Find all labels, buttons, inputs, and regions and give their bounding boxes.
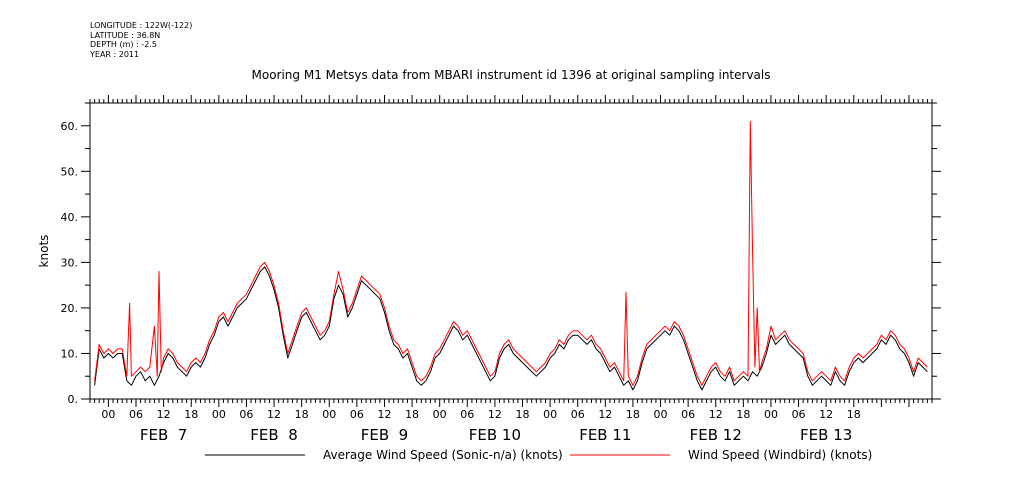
- date-label: FEB 7: [140, 426, 187, 444]
- y-tick-label: 30.: [61, 256, 79, 269]
- x-tick-label: 12: [598, 408, 612, 421]
- y-tick-label: 10.: [61, 347, 79, 360]
- y-tick-label: 50.: [61, 165, 79, 178]
- x-tick-label: 00: [101, 408, 115, 421]
- x-tick-label: 00: [212, 408, 226, 421]
- x-tick-label: 12: [377, 408, 391, 421]
- date-label: FEB 13: [800, 426, 852, 444]
- x-tick-label: 18: [847, 408, 861, 421]
- x-tick-label: 00: [654, 408, 668, 421]
- labels-layer: 0. 10. 20. 30. 40. 50. 60. knots 00 06 12 18 00 06 12 1…: [37, 120, 861, 444]
- y-tick-label: 60.: [61, 120, 79, 133]
- legend-label-average: Average Wind Speed (Sonic-n/a) (knots): [323, 448, 563, 462]
- year-label: YEAR : 2011: [90, 49, 140, 59]
- x-tick-label: 00: [764, 408, 778, 421]
- longitude-label: LONGITUDE : 122W(-122): [90, 21, 193, 30]
- chart-title: Mooring M1 Metsys data from MBARI instru…: [251, 68, 771, 82]
- date-label: FEB 9: [361, 426, 408, 444]
- x-tick-label: 06: [681, 408, 695, 421]
- x-tick-label: 12: [819, 408, 833, 421]
- legend-label-windbird: Wind Speed (Windbird) (knots): [688, 448, 872, 462]
- x-tick-label: 18: [516, 408, 530, 421]
- x-tick-label: 12: [267, 408, 281, 421]
- metadata-block: LONGITUDE : 122W(-122) LATITUDE : 36.8N …: [90, 21, 192, 59]
- x-tick-label: 18: [184, 408, 198, 421]
- x-tick-label: 06: [460, 408, 474, 421]
- legend: Average Wind Speed (Sonic-n/a) (knots) Wi…: [205, 448, 872, 462]
- date-label: FEB 12: [690, 426, 742, 444]
- series-line-windbird-wind-speed: [94, 120, 928, 386]
- plot-frame: [89, 102, 933, 400]
- x-tick-label: 18: [736, 408, 750, 421]
- depth-label: DEPTH (m) : -2.5: [90, 40, 157, 49]
- x-tick-label: 00: [543, 408, 557, 421]
- x-tick-label: 06: [792, 408, 806, 421]
- axis-ticks: [81, 95, 941, 407]
- date-label: FEB 11: [579, 426, 631, 444]
- x-tick-label: 12: [488, 408, 502, 421]
- date-label: FEB 8: [250, 426, 297, 444]
- x-tick-label: 18: [295, 408, 309, 421]
- x-tick-label: 18: [405, 408, 419, 421]
- x-tick-label: 00: [322, 408, 336, 421]
- y-tick-label: 40.: [61, 211, 79, 224]
- y-tick-label: 20.: [61, 302, 79, 315]
- x-tick-label: 06: [350, 408, 364, 421]
- x-tick-label: 00: [433, 408, 447, 421]
- latitude-label: LATITUDE : 36.8N: [90, 30, 161, 40]
- series-layer: [94, 120, 928, 391]
- y-axis-label: knots: [37, 235, 51, 268]
- date-label: FEB 10: [469, 426, 521, 444]
- x-tick-label: 12: [157, 408, 171, 421]
- x-tick-label: 06: [239, 408, 253, 421]
- x-tick-label: 12: [709, 408, 723, 421]
- x-tick-label: 06: [129, 408, 143, 421]
- x-tick-label: 06: [571, 408, 585, 421]
- x-tick-label: 18: [626, 408, 640, 421]
- series-line-average-wind-speed: [94, 266, 928, 391]
- y-tick-label: 0.: [68, 393, 79, 406]
